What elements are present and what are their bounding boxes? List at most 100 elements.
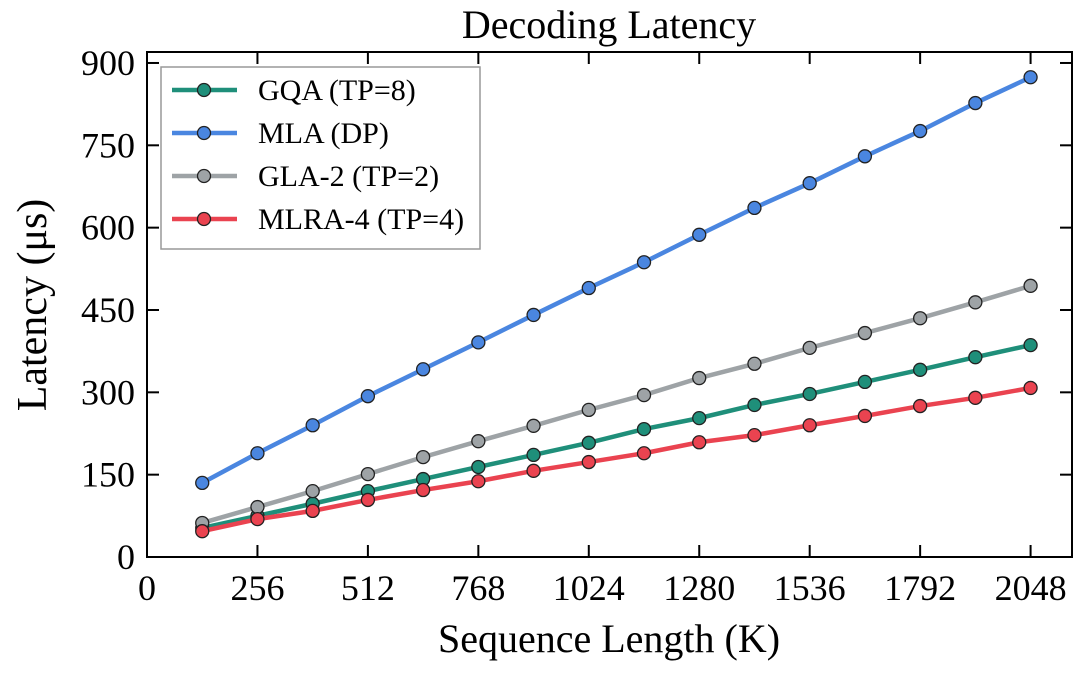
legend-label: MLRA-4 (TP=4) xyxy=(258,203,464,236)
data-point xyxy=(526,418,541,433)
data-point xyxy=(857,408,873,424)
data-point xyxy=(802,386,817,402)
axis-ticks: 0 256 512 768 1024 1280 1536 1792 2048 0 150 300 450… xyxy=(81,43,1072,608)
x-tick-label: 512 xyxy=(341,568,395,608)
data-point xyxy=(250,511,265,527)
data-point xyxy=(250,446,265,461)
legend-entry: MLA (DP) xyxy=(172,117,389,150)
data-point xyxy=(747,200,762,216)
legend-entry: MLRA-4 (TP=4) xyxy=(172,203,464,236)
data-point xyxy=(636,446,652,461)
y-tick-label: 300 xyxy=(81,372,135,412)
data-point xyxy=(636,421,652,437)
data-point xyxy=(526,447,541,463)
data-point xyxy=(912,311,928,326)
series-line xyxy=(201,385,1031,534)
data-point xyxy=(415,449,431,465)
data-point xyxy=(526,463,541,478)
series-line xyxy=(201,342,1032,531)
series-lines xyxy=(195,70,1038,539)
data-point xyxy=(692,410,707,426)
data-point xyxy=(360,389,376,404)
x-tick-label: 0 xyxy=(138,568,156,608)
series-line xyxy=(201,75,1032,485)
data-point xyxy=(968,295,983,310)
data-point xyxy=(802,340,817,356)
y-tick-label: 150 xyxy=(81,455,135,495)
data-point xyxy=(1023,337,1038,353)
data-point xyxy=(305,483,320,499)
y-tick-label: 450 xyxy=(81,290,135,330)
data-point xyxy=(471,474,486,489)
data-point xyxy=(471,335,486,350)
x-tick-label: 1792 xyxy=(884,568,956,608)
data-point xyxy=(526,307,541,323)
data-point xyxy=(581,402,596,418)
y-axis-label: Latency (μs) xyxy=(10,199,56,412)
legend-marker xyxy=(196,82,212,98)
data-point xyxy=(471,434,486,449)
data-point xyxy=(636,255,652,270)
series-3 xyxy=(195,380,1038,539)
data-point xyxy=(360,466,376,482)
legend-entry: GLA-2 (TP=2) xyxy=(172,160,439,193)
x-tick-label: 768 xyxy=(451,568,505,608)
data-point xyxy=(692,227,707,242)
data-point xyxy=(747,397,762,413)
series-1 xyxy=(195,70,1038,491)
data-point xyxy=(857,374,873,390)
data-point xyxy=(195,524,210,539)
data-point xyxy=(857,149,873,164)
series-2 xyxy=(195,278,1038,531)
data-point xyxy=(636,387,652,403)
data-point xyxy=(581,435,596,450)
legend-label: MLA (DP) xyxy=(258,117,389,150)
data-point xyxy=(912,398,928,414)
data-point xyxy=(305,503,320,519)
data-point xyxy=(305,418,320,433)
data-point xyxy=(692,435,707,450)
x-axis-label: Sequence Length (K) xyxy=(438,616,780,661)
y-tick-label: 750 xyxy=(81,125,135,165)
legend-marker xyxy=(196,211,212,227)
chart-title: Decoding Latency xyxy=(462,2,756,47)
data-point xyxy=(1023,278,1038,293)
data-point xyxy=(912,123,928,139)
y-tick-label: 900 xyxy=(81,43,135,83)
data-point xyxy=(912,362,928,377)
x-tick-label: 1280 xyxy=(663,568,735,608)
data-point xyxy=(692,370,707,386)
x-tick-label: 256 xyxy=(230,568,284,608)
data-point xyxy=(968,390,983,405)
data-point xyxy=(195,475,210,491)
data-point xyxy=(747,356,762,371)
legend-label: GLA-2 (TP=2) xyxy=(258,160,439,193)
series-0 xyxy=(195,337,1038,536)
y-tick-label: 0 xyxy=(117,537,135,577)
legend-marker xyxy=(196,168,212,184)
data-point xyxy=(968,95,983,111)
data-point xyxy=(415,362,431,377)
data-point xyxy=(581,454,596,470)
data-point xyxy=(802,418,817,433)
plot-frame xyxy=(146,51,1073,558)
data-point xyxy=(747,427,762,443)
data-point xyxy=(471,459,486,475)
legend-label: GQA (TP=8) xyxy=(258,74,416,107)
y-tick-label: 600 xyxy=(81,208,135,248)
data-point xyxy=(360,492,376,508)
data-point xyxy=(857,325,873,341)
legend: GQA (TP=8) MLA (DP) GLA-2 (TP=2) MLRA-4 (TP… xyxy=(160,66,481,250)
x-tick-label: 1536 xyxy=(774,568,846,608)
data-point xyxy=(968,350,983,365)
data-point xyxy=(1023,380,1038,396)
legend-entry: GQA (TP=8) xyxy=(172,74,416,107)
data-point xyxy=(802,176,817,191)
data-point xyxy=(581,280,596,296)
series-line xyxy=(201,283,1032,526)
data-point xyxy=(250,499,265,515)
data-point xyxy=(415,482,431,498)
legend-marker xyxy=(196,125,212,141)
x-tick-label: 2048 xyxy=(995,568,1067,608)
